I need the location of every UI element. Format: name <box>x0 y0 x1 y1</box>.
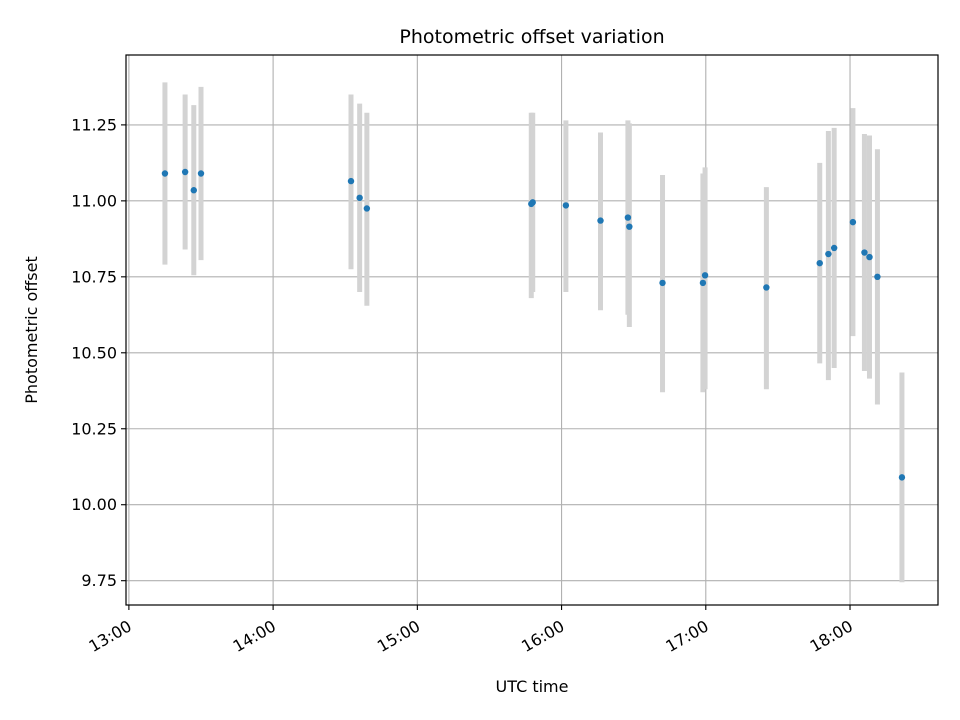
data-point <box>874 273 881 281</box>
y-tick-label: 10.75 <box>71 267 117 286</box>
data-point <box>624 214 632 221</box>
error-bars <box>162 82 905 583</box>
x-tick-label: 15:00 <box>374 616 423 656</box>
data-point <box>825 250 832 258</box>
data-point <box>866 253 873 261</box>
data-point <box>763 284 770 291</box>
data-point <box>597 217 604 224</box>
data-point <box>161 170 169 177</box>
data-point <box>701 272 709 279</box>
data-point <box>816 259 823 267</box>
data-point <box>861 249 868 256</box>
axis-ticks: 13:00 14:00 15:00 16:00 17:00 18:00 9.75 10.00 1… <box>71 115 856 656</box>
data-point <box>562 202 570 209</box>
data-points <box>161 168 906 481</box>
y-tick-label: 10.00 <box>71 495 117 514</box>
data-point <box>529 199 536 206</box>
data-point <box>197 170 205 177</box>
y-tick-label: 11.00 <box>71 191 117 210</box>
x-tick-label: 13:00 <box>85 616 134 656</box>
data-point <box>849 218 857 226</box>
data-point <box>626 223 633 230</box>
data-point <box>898 474 906 481</box>
data-point <box>659 279 666 287</box>
data-point <box>699 279 707 287</box>
data-point <box>356 194 363 202</box>
y-tick-label: 9.75 <box>81 571 117 590</box>
y-axis-label: Photometric offset <box>22 256 41 404</box>
chart-title: Photometric offset variation <box>399 26 664 48</box>
data-point <box>363 205 371 212</box>
y-tick-label: 10.25 <box>71 419 117 438</box>
data-point <box>347 177 355 185</box>
data-point <box>830 244 838 252</box>
y-tick-label: 11.25 <box>71 115 117 134</box>
y-tick-label: 10.50 <box>71 343 117 362</box>
x-axis-label: UTC time <box>496 677 569 696</box>
x-tick-label: 14:00 <box>230 616 279 656</box>
plot-frame <box>125 54 939 606</box>
x-tick-label: 18:00 <box>807 616 856 656</box>
x-tick-label: 16:00 <box>518 616 567 656</box>
data-point <box>190 187 197 194</box>
data-point <box>181 168 189 176</box>
x-tick-label: 17:00 <box>662 616 711 656</box>
